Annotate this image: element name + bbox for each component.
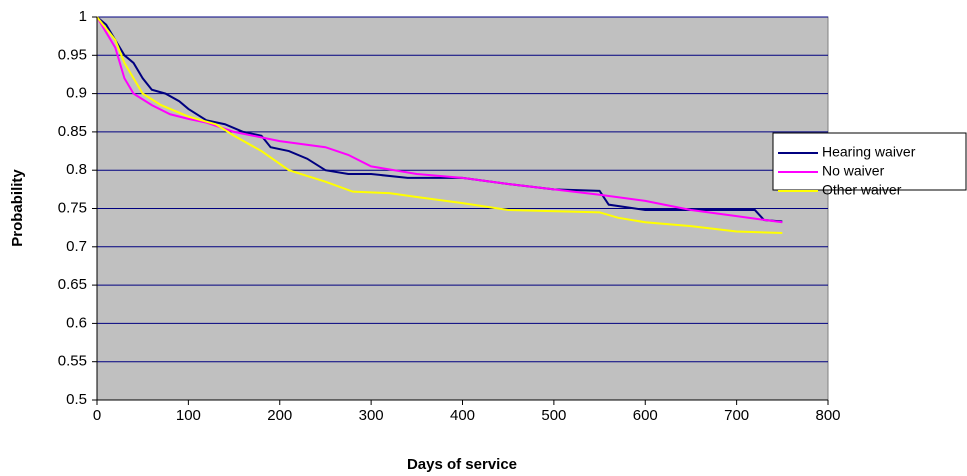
x-tick-label: 400 <box>450 407 475 424</box>
x-tick-label: 0 <box>93 407 101 424</box>
y-tick-label: 0.5 <box>66 391 87 408</box>
series-line <box>96 16 783 224</box>
y-tick-label: 0.7 <box>66 238 87 255</box>
x-tick-label: 500 <box>541 407 566 424</box>
x-tick-label: 200 <box>267 407 292 424</box>
y-tick-label: 0.85 <box>58 123 87 140</box>
legend-box <box>772 132 967 191</box>
y-tick-label: 0.9 <box>66 85 87 102</box>
x-axis-label: Days of service <box>407 456 517 473</box>
x-tick-label: 100 <box>176 407 201 424</box>
y-tick-label: 0.8 <box>66 161 87 178</box>
y-tick-label: 0.65 <box>58 276 87 293</box>
y-tick-label: 0.6 <box>66 314 87 331</box>
legend-label: Hearing waiver <box>822 144 916 160</box>
x-tick-label: 300 <box>359 407 384 424</box>
series-line <box>96 16 783 223</box>
x-tick-label: 600 <box>633 407 658 424</box>
legend: Hearing waiver No waiver Other waiver <box>772 132 967 198</box>
y-tick-label: 0.95 <box>58 46 87 63</box>
y-axis-label: Probability <box>9 169 26 247</box>
series-line <box>96 16 783 235</box>
legend-label: Other waiver <box>822 182 902 198</box>
legend-label: No waiver <box>822 163 885 179</box>
y-tick-label: 0.75 <box>58 199 87 216</box>
y-tick-label: 0.55 <box>58 353 87 370</box>
y-tick-label: 1 <box>79 8 87 25</box>
x-tick-label: 700 <box>724 407 749 424</box>
x-tick-label: 800 <box>815 407 840 424</box>
